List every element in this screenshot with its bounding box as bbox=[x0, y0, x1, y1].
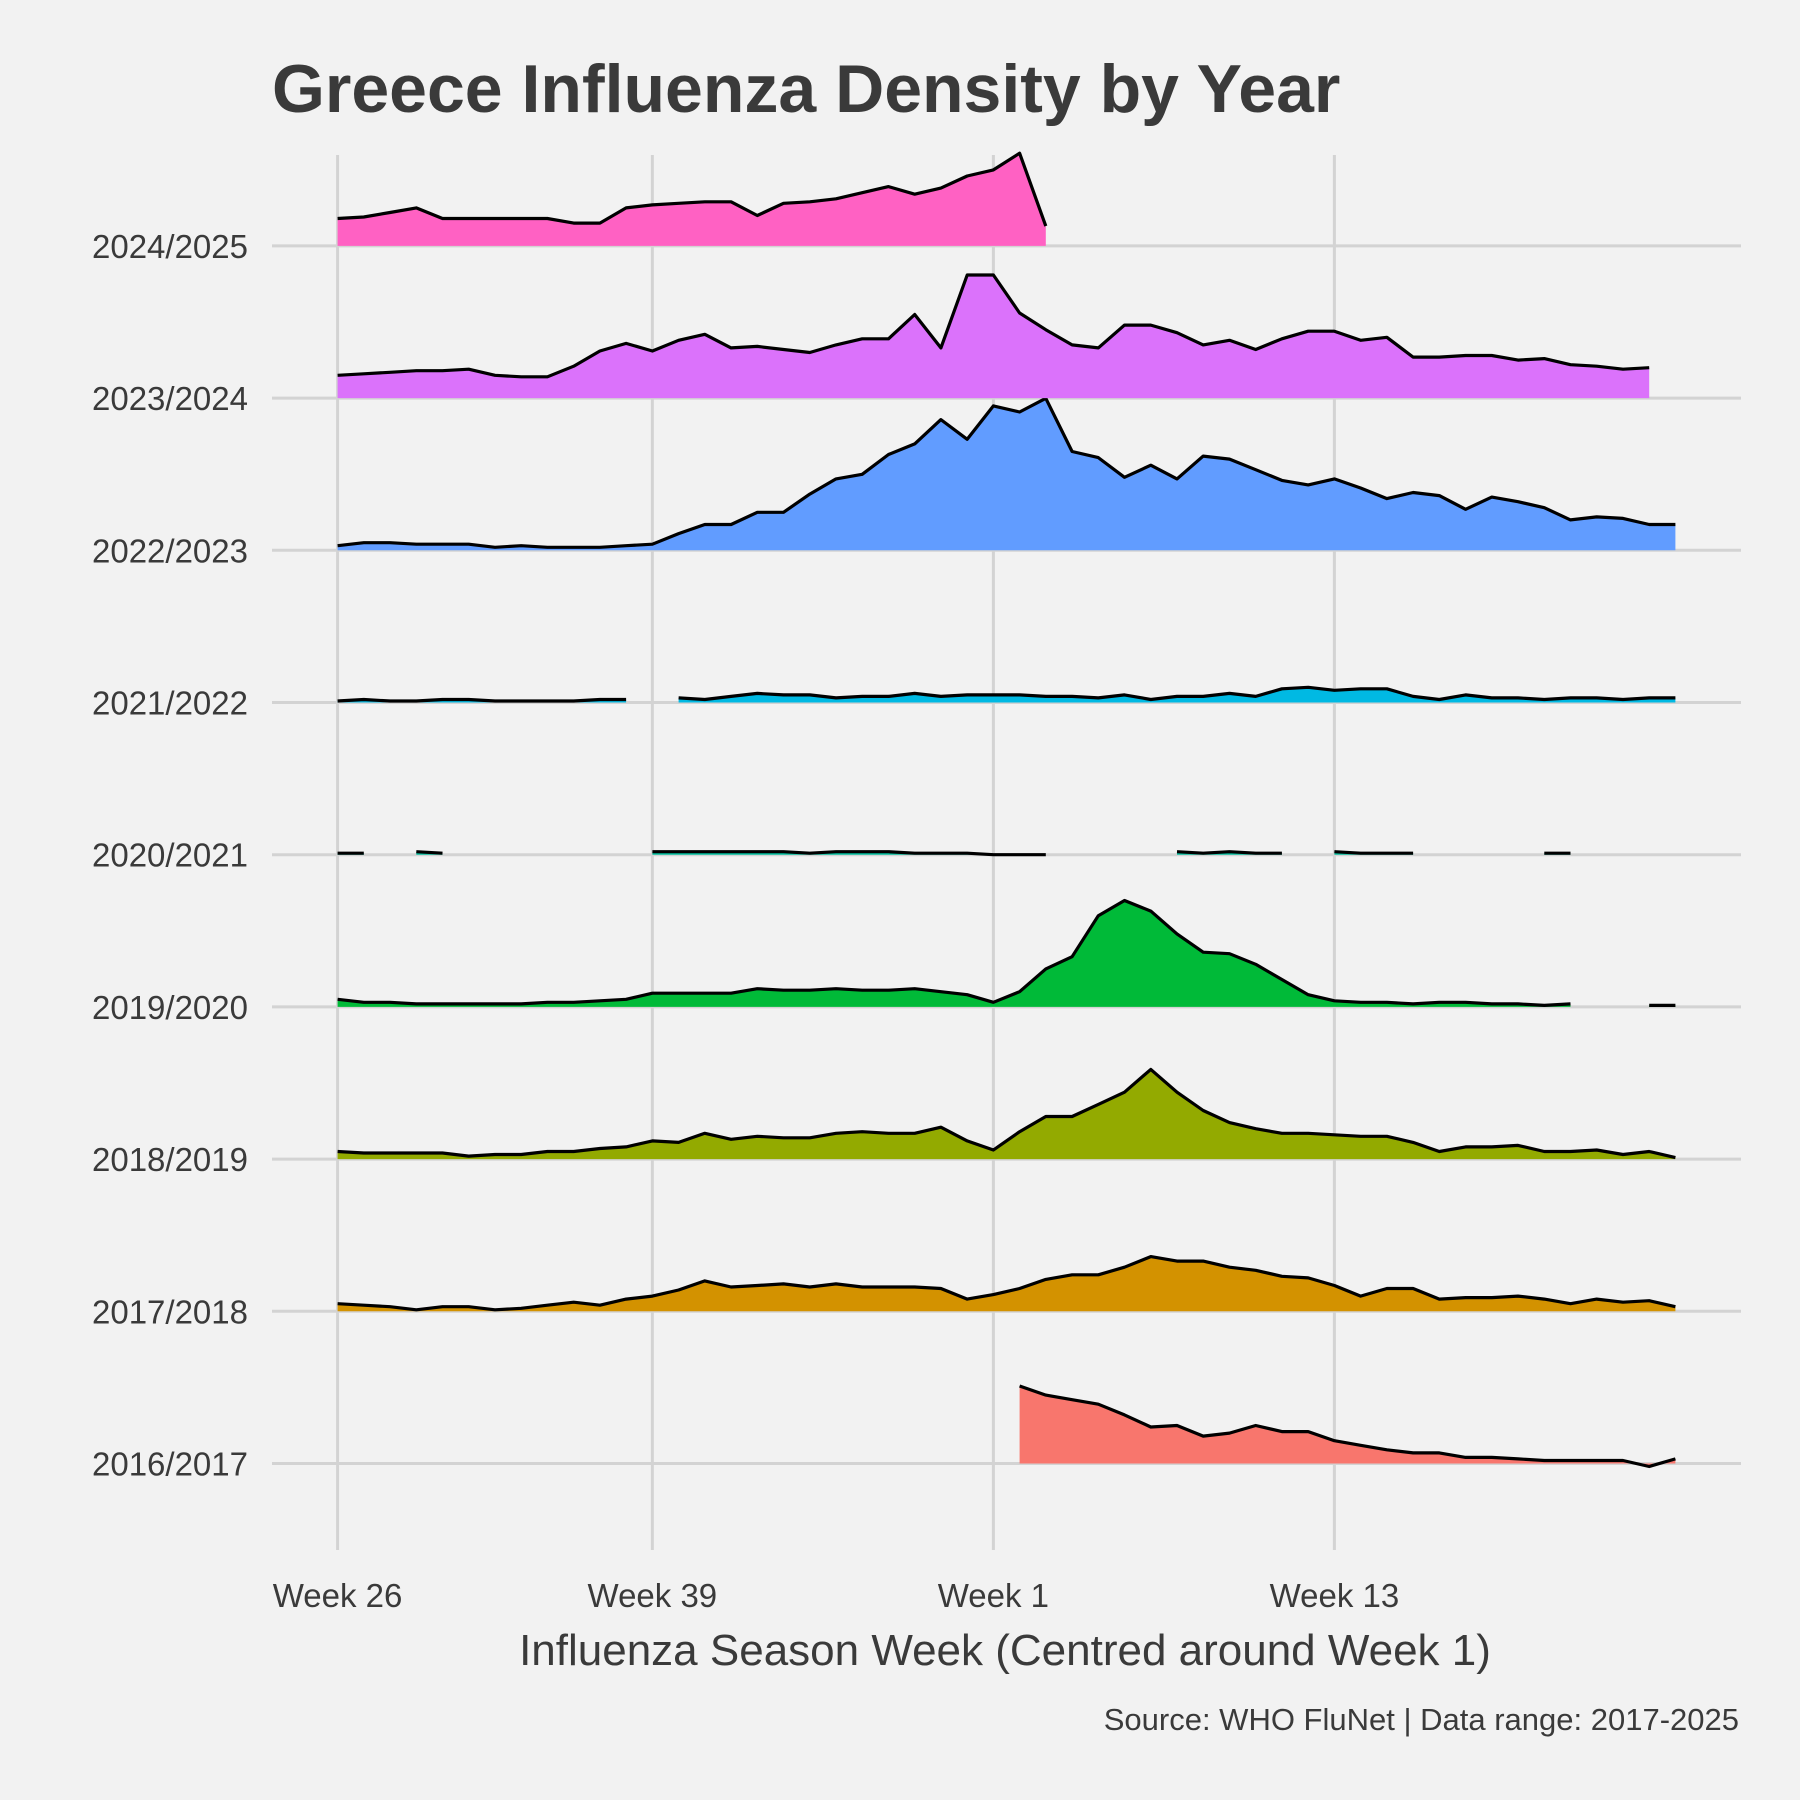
y-tick-label: 2017/2018 bbox=[92, 1293, 248, 1330]
ridge-area bbox=[337, 153, 1046, 246]
ridge-line bbox=[337, 697, 627, 703]
y-tick-label: 2022/2023 bbox=[92, 532, 248, 569]
source-caption: Source: WHO FluNet | Data range: 2017-20… bbox=[1104, 1702, 1739, 1737]
y-tick-label: 2020/2021 bbox=[92, 837, 248, 874]
ridge-line bbox=[337, 1255, 1676, 1312]
x-axis-label: Influenza Season Week (Centred around We… bbox=[519, 1626, 1491, 1675]
ridge-line bbox=[337, 898, 1571, 1007]
y-tick-labels: 2016/2017 2017/2018 2018/2019 2019/2020 2020… bbox=[92, 228, 248, 1483]
y-tick-label: 2023/2024 bbox=[92, 380, 248, 417]
ridge-2024-2025 bbox=[337, 151, 1048, 246]
y-tick-label: 2016/2017 bbox=[92, 1446, 248, 1483]
ridge-2018-2019 bbox=[337, 1067, 1676, 1160]
ridge-line bbox=[652, 850, 1046, 857]
ridge-area bbox=[337, 1256, 1676, 1312]
x-tick-label: Week 13 bbox=[1270, 1577, 1400, 1614]
ridge-2020-2021 bbox=[337, 850, 1571, 857]
ridge-2023-2024 bbox=[337, 273, 1650, 399]
y-tick-label: 2018/2019 bbox=[92, 1141, 248, 1178]
ridge-line bbox=[1176, 850, 1282, 855]
ridge-line bbox=[1334, 850, 1414, 855]
x-tick-label: Week 26 bbox=[273, 1577, 403, 1614]
ridges bbox=[337, 151, 1676, 1469]
ridge-2016-2017 bbox=[1019, 1384, 1676, 1469]
ridge-line bbox=[1019, 1384, 1676, 1469]
y-tick-label: 2021/2022 bbox=[92, 685, 248, 722]
ridge-area bbox=[1019, 1386, 1676, 1467]
y-tick-label: 2024/2025 bbox=[92, 228, 248, 265]
ridge-line bbox=[337, 1067, 1676, 1160]
x-tick-labels: Week 26 Week 39 Week 1 Week 13 bbox=[273, 1577, 1399, 1614]
ridge-2017-2018 bbox=[337, 1255, 1676, 1312]
ridge-line bbox=[337, 396, 1676, 549]
ridge-line bbox=[678, 685, 1676, 702]
ridge-2022-2023 bbox=[337, 396, 1676, 551]
x-tick-label: Week 39 bbox=[588, 1577, 718, 1614]
ridge-2019-2020 bbox=[337, 898, 1676, 1007]
ridge-line bbox=[337, 273, 1650, 379]
ridge-line bbox=[337, 151, 1048, 227]
chart-title: Greece Influenza Density by Year bbox=[272, 51, 1340, 127]
ridge-line bbox=[416, 850, 443, 855]
x-tick-label: Week 1 bbox=[938, 1577, 1049, 1614]
ridge-area bbox=[337, 900, 1571, 1007]
ridge-area bbox=[337, 398, 1676, 551]
y-tick-label: 2019/2020 bbox=[92, 989, 248, 1026]
ridge-area bbox=[337, 275, 1650, 399]
ridge-2021-2022 bbox=[337, 685, 1676, 703]
